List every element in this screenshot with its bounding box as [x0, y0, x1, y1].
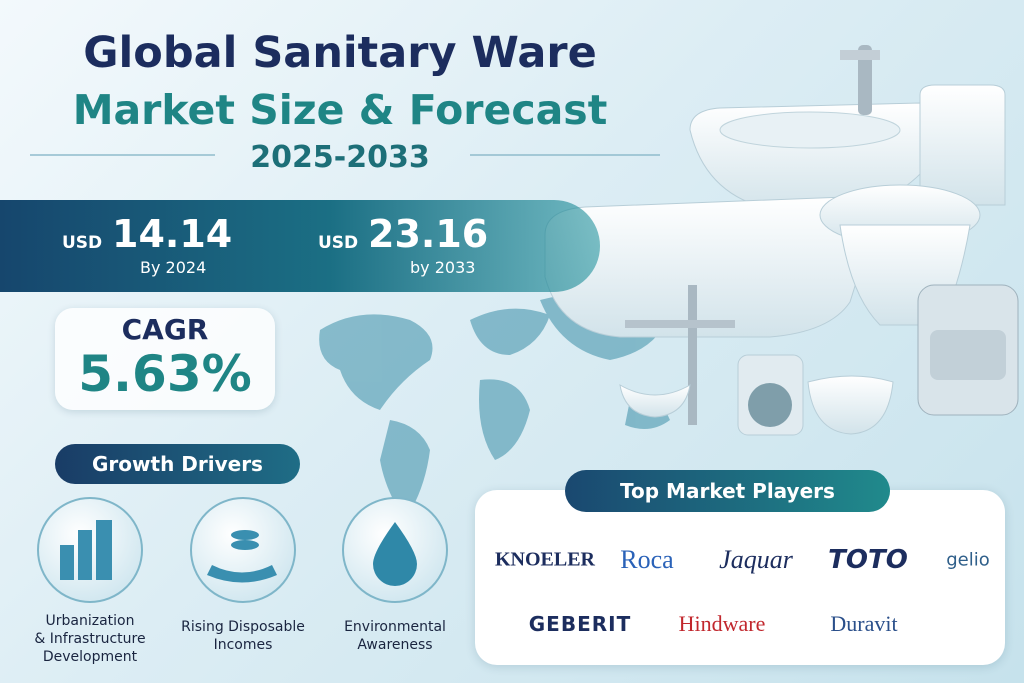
players-panel — [475, 490, 1005, 665]
company-logo: Hindware — [678, 611, 766, 636]
year-label: By 2024 — [140, 258, 207, 277]
market-banner — [0, 200, 600, 292]
driver-label: Rising Disposable Incomes — [181, 619, 305, 653]
subtitle: Market Size & Forecast — [72, 86, 608, 134]
company-logo: Duravit — [830, 611, 898, 636]
company-logo: Roca — [620, 545, 674, 574]
year-label: by 2033 — [410, 258, 476, 277]
currency: USD — [62, 233, 103, 253]
driver-label: Urbanization & Infrastructure Developmen… — [34, 613, 146, 665]
section-title: Growth Drivers — [55, 444, 300, 484]
cagr-box — [55, 308, 275, 410]
cagr-label: CAGR — [121, 313, 209, 346]
company-logo: gelio — [946, 549, 990, 571]
section-title: Top Market Players — [565, 470, 890, 512]
market-value: 23.16 — [368, 212, 489, 256]
market-value: 14.14 — [112, 212, 233, 256]
years: 2025-2033 — [250, 140, 430, 175]
currency: USD — [318, 233, 359, 253]
company-logo: KNOELER — [494, 548, 596, 571]
company-logo: GEBERIT — [528, 612, 632, 636]
company-logo: Jaquar — [719, 545, 793, 574]
company-logo: TOTO — [828, 545, 908, 575]
cagr-value: 5.63% — [78, 345, 252, 403]
title: Global Sanitary Ware — [83, 28, 597, 78]
driver-label: Environmental Awareness — [344, 619, 446, 653]
